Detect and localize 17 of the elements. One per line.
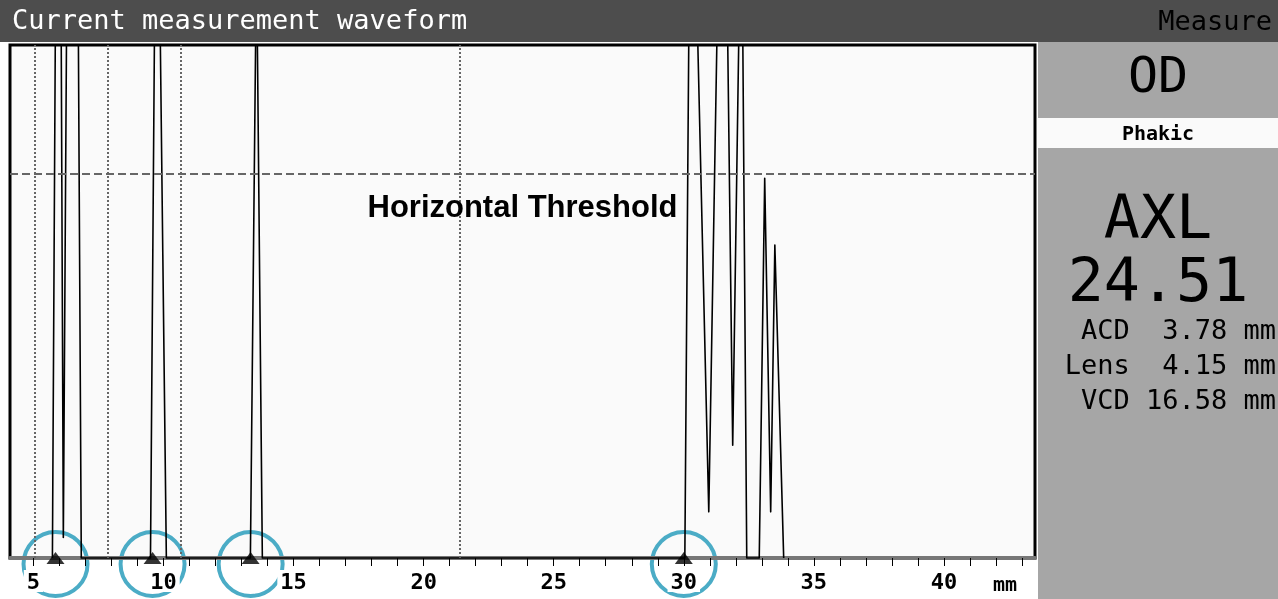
x-tick-label: 30 [670,568,698,594]
chart-title: Current measurement waveform [12,4,468,35]
text: OD [1126,46,1190,104]
text: Lens 4.15 mm [1064,349,1276,380]
text: Measure [1158,5,1272,36]
x-tick-label: 5 [26,568,41,594]
text: ACD 3.78 mm [1080,314,1276,345]
text: Phakic [1038,118,1278,148]
x-tick-label: 40 [930,568,958,594]
ref-line-label: Horizontal Threshold [367,189,678,225]
x-tick-label: 25 [540,568,567,594]
x-tick-label: 15 [280,568,307,594]
x-tick-label: 10 [150,568,177,594]
x-tick-label: 20 [410,568,437,594]
x-axis-title: mm [993,572,1018,596]
x-tick-label: 35 [800,568,828,594]
text: VCD 16.58 mm [1080,384,1276,415]
